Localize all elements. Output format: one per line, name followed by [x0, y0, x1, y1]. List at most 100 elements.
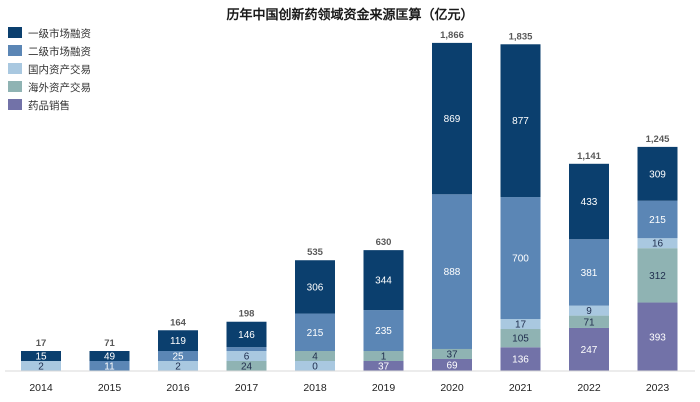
bar-2016: 225 119 164 [158, 317, 198, 373]
bar-2014: 215 17 [21, 338, 61, 373]
data-label-drug-sales-2020: 69 [446, 360, 458, 371]
bar-segment-primary-market-2022 [569, 163, 609, 240]
bar-segment-secondary-market-2020 [432, 194, 472, 349]
bar-segment-overseas-asset-deal-2022 [569, 315, 609, 328]
bar-segment-drug-sales-2021 [500, 347, 541, 371]
data-label-secondary-market-2015: 11 [104, 362, 115, 373]
bar-segment-domestic-asset-deal-2023 [637, 238, 678, 249]
bar-segment-secondary-market-2018 [295, 313, 335, 351]
bar-segment-secondary-market-2021 [500, 197, 541, 320]
data-label-primary-market-2019: 344 [375, 276, 392, 287]
data-label-primary-market-2021: 877 [512, 116, 529, 127]
data-label-primary-market-2020: 869 [444, 114, 461, 125]
data-label-domestic-asset-deal-2018: 0 [312, 362, 318, 373]
bar-segment-domestic-asset-deal-2017 [226, 351, 267, 361]
bar-segment-overseas-asset-deal-2020 [432, 348, 472, 359]
data-label-primary-market-2015: 49 [104, 352, 116, 363]
data-label-overseas-asset-deal-2022: 71 [583, 317, 595, 328]
chart-title: 历年中国创新药领域资金来源匡算（亿元） [226, 7, 473, 23]
legend-swatch-drug-sales [8, 99, 22, 110]
data-label-primary-market-2022: 433 [581, 197, 598, 208]
data-label-primary-market-2017: 146 [238, 330, 255, 341]
bar-2019: 371 235 344 630 [363, 237, 404, 373]
bar-segment-drug-sales-2022 [569, 327, 609, 371]
bar-segment-secondary-market-2017 [226, 347, 267, 351]
data-label-domestic-asset-deal-2022: 9 [586, 306, 592, 317]
data-label-secondary-market-2019: 235 [375, 326, 392, 337]
bar-segment-primary-market-2019 [363, 250, 404, 311]
total-label-2023: 1,245 [646, 134, 670, 145]
total-label-2022: 1,141 [577, 151, 601, 162]
total-label-2015: 71 [104, 338, 115, 349]
legend-label-primary-market: 一级市场融资 [28, 27, 91, 40]
total-label-2020: 1,866 [440, 30, 464, 41]
bar-segment-domestic-asset-deal-2018 [295, 361, 335, 371]
data-label-drug-sales-2019: 37 [378, 362, 390, 373]
bar-segment-primary-market-2017 [226, 321, 267, 348]
total-label-2018: 535 [307, 247, 324, 258]
bar-2018: 04 215 306 535 [295, 247, 335, 373]
data-label-primary-market-2014: 15 [35, 352, 47, 363]
legend-label-secondary-market: 二级市场融资 [28, 45, 91, 58]
data-label-domestic-asset-deal-2023: 16 [652, 239, 664, 250]
total-label-2014: 17 [36, 338, 47, 349]
data-label-domestic-asset-deal-2021: 17 [515, 320, 527, 331]
total-label-2017: 198 [239, 309, 255, 320]
x-tick-2018: 2018 [303, 382, 327, 394]
legend-label-overseas-asset-deal: 海外资产交易 [28, 81, 91, 94]
data-label-domestic-asset-deal-2014: 2 [38, 362, 44, 373]
data-label-domestic-asset-deal-2016: 2 [175, 362, 181, 373]
bar-segment-domestic-asset-deal-2016 [158, 361, 198, 371]
total-label-2016: 164 [170, 317, 187, 328]
bar-segment-overseas-asset-deal-2023 [637, 248, 678, 303]
data-label-drug-sales-2021: 136 [512, 355, 529, 366]
bar-segment-primary-market-2023 [637, 146, 678, 201]
data-label-overseas-asset-deal-2017: 24 [241, 362, 253, 373]
x-tick-2014: 2014 [29, 382, 53, 394]
legend-swatch-domestic-asset-deal [8, 63, 22, 74]
bar-segment-secondary-market-2019 [363, 310, 404, 351]
bars: 2151711497122511916424614619804215306535… [21, 30, 678, 373]
x-tick-2022: 2022 [577, 382, 601, 394]
data-label-drug-sales-2022: 247 [581, 345, 598, 356]
data-label-secondary-market-2021: 700 [512, 254, 529, 265]
bar-segment-overseas-asset-deal-2017 [226, 361, 267, 371]
data-label-secondary-market-2020: 888 [444, 267, 461, 278]
legend-label-drug-sales: 药品销售 [28, 99, 70, 112]
legend-swatch-primary-market [8, 27, 22, 38]
data-label-overseas-asset-deal-2020: 37 [446, 349, 458, 360]
data-label-overseas-asset-deal-2019: 1 [381, 352, 387, 363]
x-axis-ticks: 2014 2015 2016 2017 2018 2019 2020 2021 2022 2023 [29, 382, 669, 394]
legend-swatch-secondary-market [8, 45, 22, 56]
data-label-primary-market-2023: 309 [649, 169, 666, 180]
x-tick-2019: 2019 [372, 382, 396, 394]
data-label-overseas-asset-deal-2021: 105 [512, 334, 529, 345]
x-tick-2021: 2021 [509, 382, 533, 394]
x-tick-2016: 2016 [166, 382, 190, 394]
data-label-secondary-market-2016: 25 [172, 352, 184, 363]
data-label-overseas-asset-deal-2018: 4 [312, 352, 318, 363]
data-label-primary-market-2016: 119 [170, 336, 186, 347]
bar-segment-secondary-market-2022 [569, 239, 609, 306]
bar-segment-overseas-asset-deal-2018 [295, 351, 335, 361]
bar-segment-secondary-market-2016 [158, 351, 198, 361]
bar-segment-secondary-market-2015 [89, 361, 130, 371]
bar-2022: 247 719 381 433 1,141 [569, 151, 609, 371]
bar-segment-overseas-asset-deal-2021 [500, 329, 541, 348]
bar-segment-primary-market-2014 [21, 351, 61, 361]
bar-segment-drug-sales-2023 [637, 302, 678, 371]
bar-segment-secondary-market-2023 [637, 200, 678, 239]
x-tick-2023: 2023 [646, 382, 670, 394]
bar-segment-domestic-asset-deal-2021 [500, 319, 541, 330]
data-label-primary-market-2018: 306 [307, 282, 324, 293]
bar-segment-drug-sales-2020 [432, 358, 472, 371]
bar-2017: 246 146 198 [226, 309, 267, 373]
data-label-secondary-market-2022: 381 [581, 268, 598, 279]
x-tick-2015: 2015 [98, 382, 122, 394]
legend-label-domestic-asset-deal: 国内资产交易 [28, 63, 91, 76]
bar-segment-primary-market-2020 [432, 42, 472, 195]
data-label-overseas-asset-deal-2023: 312 [649, 271, 666, 282]
